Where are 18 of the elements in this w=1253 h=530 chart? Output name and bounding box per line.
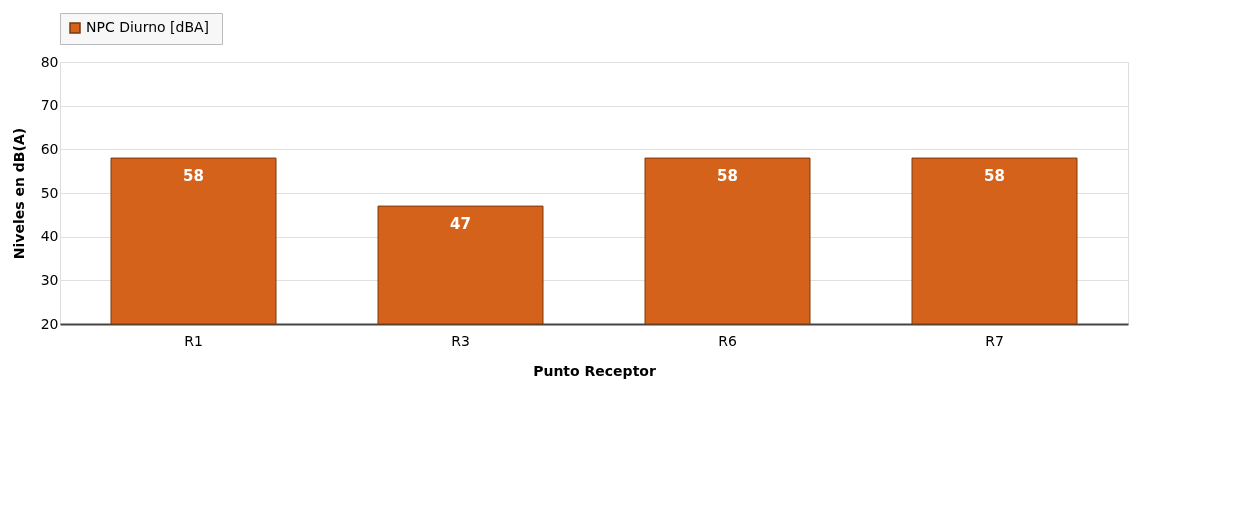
y-tick-label: 30 — [40, 271, 59, 288]
y-tick-label: 20 — [40, 315, 59, 332]
x-tick-label: R3 — [451, 332, 470, 349]
data-label: 47 — [450, 215, 471, 234]
data-label: 58 — [717, 167, 738, 186]
x-tick-label: R7 — [985, 332, 1004, 349]
x-tick-label: R6 — [718, 332, 737, 349]
data-label: 58 — [984, 167, 1005, 186]
y-tick-label: 60 — [40, 140, 59, 157]
y-tick-label: 40 — [40, 228, 59, 245]
y-axis-title: Niveles en dB(A) — [10, 127, 27, 260]
data-label: 58 — [183, 167, 204, 186]
x-axis-title: Punto Receptor — [533, 362, 656, 379]
y-tick-label: 80 — [40, 53, 59, 70]
y-tick-label: 50 — [40, 184, 59, 201]
legend-label: NPC Diurno [dBA] — [86, 19, 210, 35]
x-tick-label: R1 — [184, 332, 203, 349]
y-tick-label: 70 — [40, 97, 59, 114]
